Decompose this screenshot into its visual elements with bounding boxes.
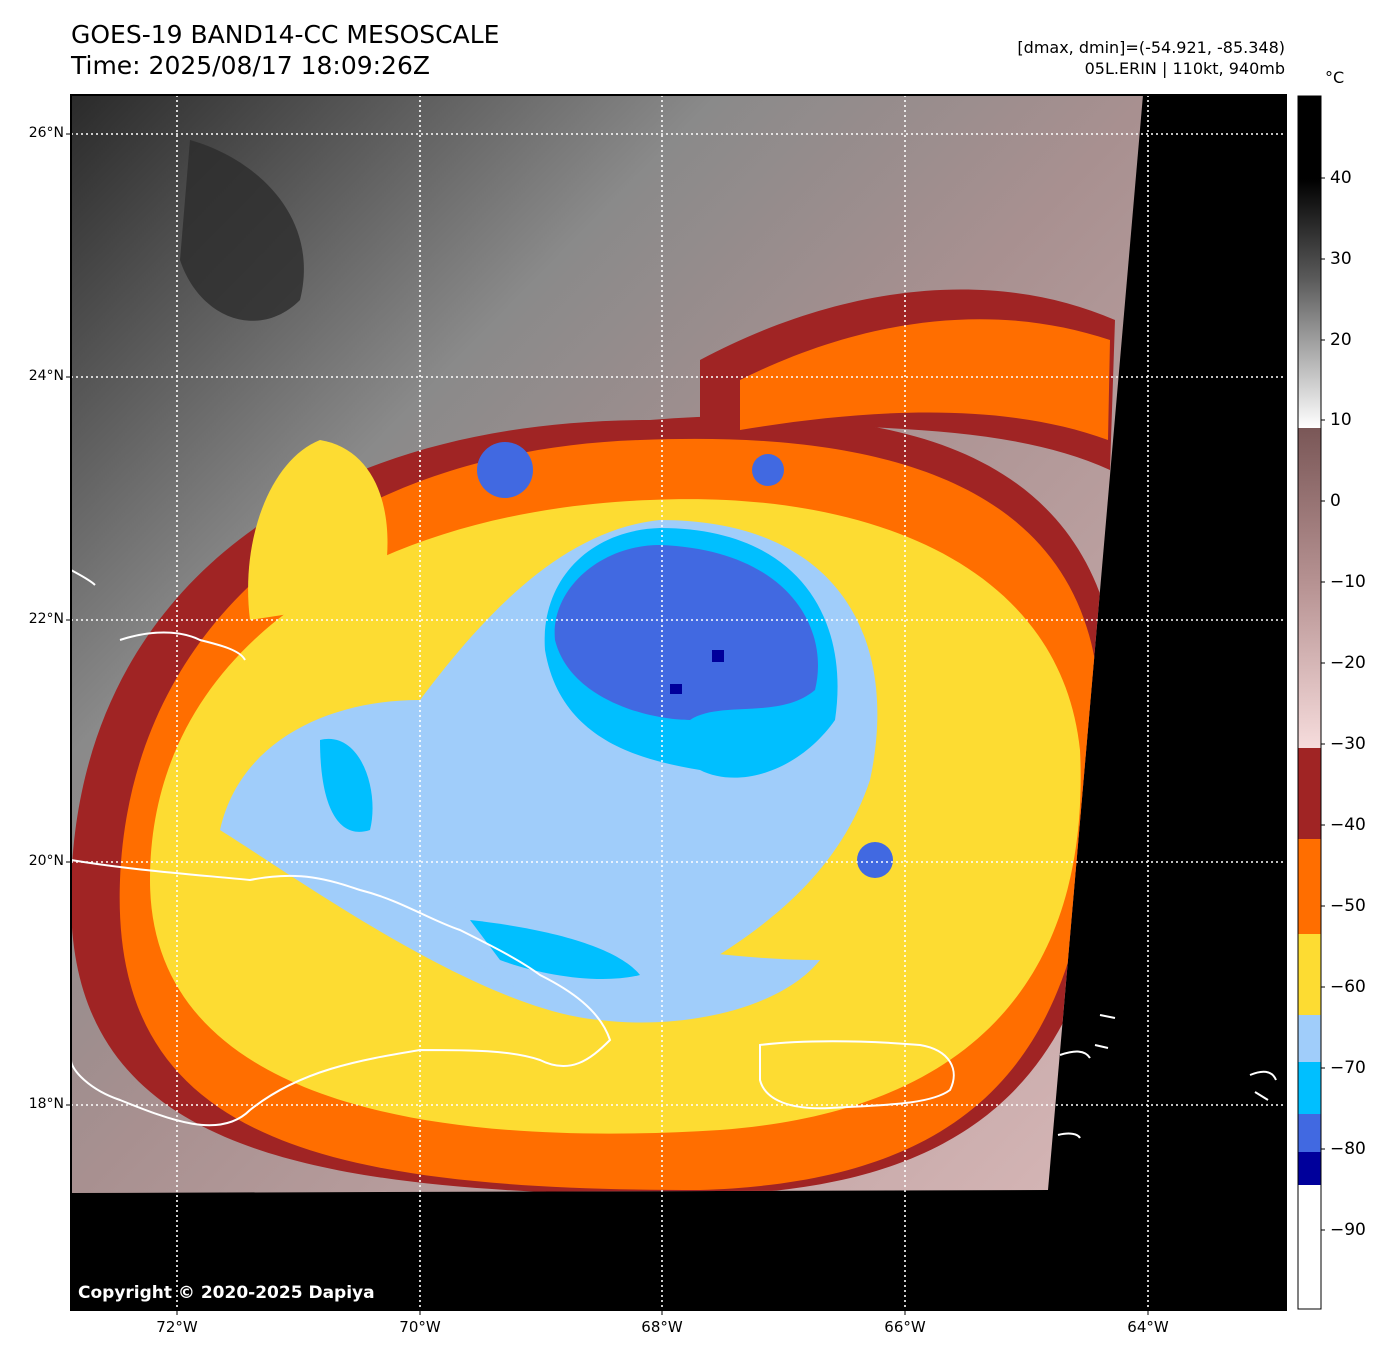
royal-blue-cell-east xyxy=(857,842,893,878)
satellite-swath xyxy=(71,95,1143,1193)
lon-label-68w: 68°W xyxy=(641,1318,683,1336)
lon-label-64w: 64°W xyxy=(1127,1318,1169,1336)
colorbar-tick-label: −70 xyxy=(1330,1058,1366,1078)
colorbar-tick-label: −50 xyxy=(1330,896,1366,916)
navy-pixel-1 xyxy=(712,650,724,662)
west-yellow-band xyxy=(248,440,388,620)
coastlines xyxy=(71,569,1277,1139)
colorbar-segment-yellow xyxy=(1298,934,1321,1015)
colorbar-frame xyxy=(1297,95,1322,1310)
cuba-coastline xyxy=(71,569,246,661)
lat-label-18n: 18°N xyxy=(28,1096,64,1112)
colorbar-tick-label: 20 xyxy=(1330,330,1352,350)
royal-blue-cell-north xyxy=(477,442,533,498)
lat-label-26n: 26°N xyxy=(28,125,64,141)
colorbar-ticks xyxy=(1321,177,1325,1231)
cyan-band-west xyxy=(320,738,373,832)
puerto-rico-coastline xyxy=(759,1040,955,1110)
colorbar-segment-bw xyxy=(1298,96,1321,428)
lon-label-66w: 66°W xyxy=(884,1318,926,1336)
colorbar-segment-orange xyxy=(1298,839,1321,934)
navy-pixel-2 xyxy=(670,684,682,694)
colorbar xyxy=(1297,95,1325,1310)
colorbar-unit: °C xyxy=(1325,68,1345,87)
royal-blue-core xyxy=(554,545,818,720)
lon-ticks xyxy=(176,1310,1149,1315)
lat-label-24n: 24°N xyxy=(28,368,64,384)
colorbar-segment-dark-red xyxy=(1298,748,1321,839)
colorbar-segment-cyan xyxy=(1298,1062,1321,1114)
storm-info-label: 05L.ERIN | 110kt, 940mb xyxy=(1084,59,1285,78)
colorbar-tick-label: −80 xyxy=(1330,1139,1366,1159)
colorbar-segment-pink xyxy=(1298,428,1321,748)
lon-label-72w: 72°W xyxy=(156,1318,198,1336)
colorbar-tick-label: 0 xyxy=(1330,491,1341,511)
figure-time: Time: 2025/08/17 18:09:26Z xyxy=(71,51,430,80)
colorbar-tick-label: 10 xyxy=(1330,410,1352,430)
figure-title: GOES-19 BAND14-CC MESOSCALE xyxy=(71,20,500,49)
cyan-band-south xyxy=(470,920,640,980)
map-frame xyxy=(70,94,1287,1311)
colorbar-tick-label: −90 xyxy=(1330,1220,1366,1240)
dark-cloud-area xyxy=(180,140,304,321)
lat-label-20n: 20°N xyxy=(28,853,64,869)
band-ne-orange xyxy=(740,319,1110,440)
colorbar-tick-label: −40 xyxy=(1330,815,1366,835)
colorbar-tick-label: −60 xyxy=(1330,977,1366,997)
colorbar-tick-label: −30 xyxy=(1330,734,1366,754)
data-range-label: [dmax, dmin]=(-54.921, -85.348) xyxy=(1017,38,1285,57)
lat-ticks xyxy=(66,133,71,1106)
colorbar-tick-label: −20 xyxy=(1330,653,1366,673)
lon-label-70w: 70°W xyxy=(399,1318,441,1336)
colorbar-segment-white xyxy=(1298,1185,1321,1309)
colorbar-tick-label: 30 xyxy=(1330,249,1352,269)
copyright-text: Copyright © 2020-2025 Dapiya xyxy=(78,1283,375,1303)
lat-label-22n: 22°N xyxy=(28,611,64,627)
royal-blue-cell-ne xyxy=(752,454,784,486)
colorbar-segment-navy xyxy=(1298,1152,1321,1185)
colorbar-segment-light-blue xyxy=(1298,1015,1321,1062)
colorbar-tick-label: 40 xyxy=(1330,168,1352,188)
colorbar-segment-royal-blue xyxy=(1298,1114,1321,1152)
virgin-islands-coastline xyxy=(1057,1014,1277,1139)
colorbar-tick-label: −10 xyxy=(1330,572,1366,592)
hispaniola-coastline xyxy=(71,859,612,1127)
